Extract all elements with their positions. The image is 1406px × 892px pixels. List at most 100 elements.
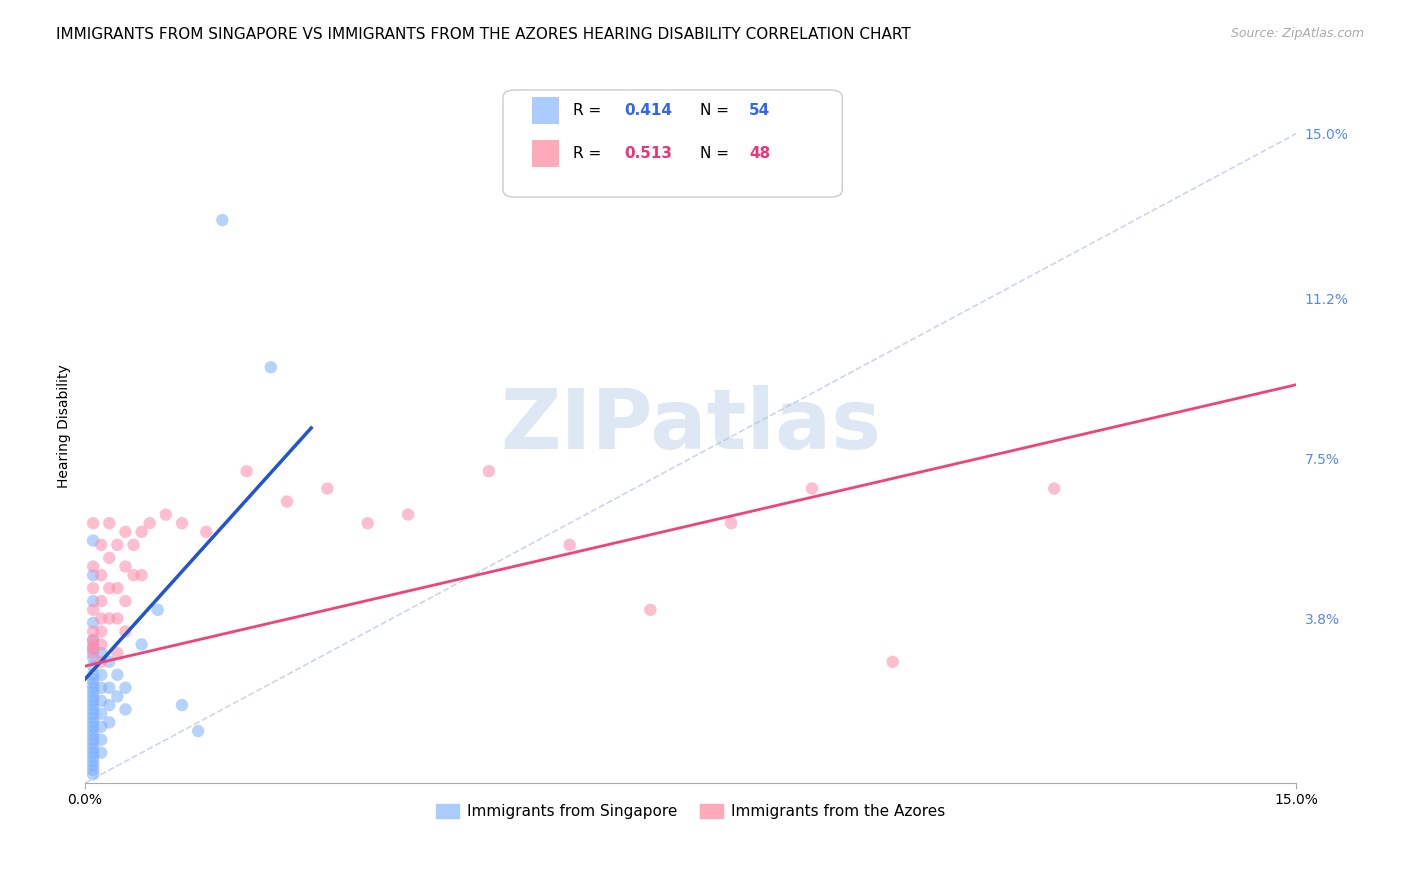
Point xyxy=(90,694,112,708)
Point xyxy=(105,581,128,595)
Point xyxy=(90,681,112,695)
Point xyxy=(478,464,501,478)
Point xyxy=(82,750,104,764)
Point xyxy=(105,611,128,625)
Point xyxy=(122,568,145,582)
Point xyxy=(98,581,121,595)
Point xyxy=(98,516,121,531)
Point xyxy=(82,698,104,712)
Point xyxy=(90,637,112,651)
Text: N =: N = xyxy=(700,146,734,161)
Point xyxy=(260,360,283,375)
Point xyxy=(82,650,104,665)
Point xyxy=(90,568,112,582)
Point xyxy=(82,667,104,681)
Text: 0.414: 0.414 xyxy=(624,103,672,118)
Legend: Immigrants from Singapore, Immigrants from the Azores: Immigrants from Singapore, Immigrants fr… xyxy=(430,798,952,825)
Point xyxy=(211,213,233,227)
Point xyxy=(82,559,104,574)
FancyBboxPatch shape xyxy=(531,97,558,124)
Point xyxy=(82,746,104,760)
Text: N =: N = xyxy=(700,103,734,118)
Point xyxy=(640,603,662,617)
Point xyxy=(82,728,104,742)
Point xyxy=(122,538,145,552)
Point xyxy=(82,581,104,595)
Point xyxy=(235,464,257,478)
Text: 54: 54 xyxy=(749,103,770,118)
Point xyxy=(1043,482,1066,496)
Point xyxy=(90,594,112,608)
Point xyxy=(90,720,112,734)
Point xyxy=(82,624,104,639)
Point xyxy=(90,667,112,681)
Point xyxy=(90,732,112,747)
Point xyxy=(114,524,136,539)
Text: IMMIGRANTS FROM SINGAPORE VS IMMIGRANTS FROM THE AZORES HEARING DISABILITY CORRE: IMMIGRANTS FROM SINGAPORE VS IMMIGRANTS … xyxy=(56,27,911,42)
FancyBboxPatch shape xyxy=(503,90,842,197)
Point xyxy=(800,482,823,496)
Point xyxy=(82,694,104,708)
Point xyxy=(98,715,121,730)
Point xyxy=(82,516,104,531)
Text: Source: ZipAtlas.com: Source: ZipAtlas.com xyxy=(1230,27,1364,40)
Point xyxy=(82,758,104,772)
Point xyxy=(82,711,104,725)
Text: R =: R = xyxy=(574,103,606,118)
Point xyxy=(138,516,160,531)
Point xyxy=(82,633,104,648)
Point xyxy=(98,550,121,565)
Point xyxy=(90,706,112,721)
Point xyxy=(90,746,112,760)
Point xyxy=(82,685,104,699)
Point xyxy=(82,633,104,648)
Point xyxy=(82,594,104,608)
Point xyxy=(357,516,380,531)
Point xyxy=(82,732,104,747)
Point xyxy=(82,615,104,630)
Point xyxy=(720,516,742,531)
Point xyxy=(82,690,104,704)
Point xyxy=(105,538,128,552)
Point xyxy=(82,533,104,548)
Point xyxy=(82,681,104,695)
Point xyxy=(82,672,104,686)
FancyBboxPatch shape xyxy=(531,140,558,167)
Text: 48: 48 xyxy=(749,146,770,161)
Point xyxy=(276,494,298,508)
Point xyxy=(82,706,104,721)
Point xyxy=(131,568,153,582)
Point xyxy=(114,624,136,639)
Point xyxy=(82,646,104,660)
Point xyxy=(105,667,128,681)
Point xyxy=(82,637,104,651)
Point xyxy=(131,524,153,539)
Text: ZIPatlas: ZIPatlas xyxy=(501,385,882,467)
Point xyxy=(82,715,104,730)
Point xyxy=(82,767,104,781)
Point xyxy=(82,641,104,656)
Point xyxy=(131,637,153,651)
Point xyxy=(114,594,136,608)
Point xyxy=(170,698,193,712)
Y-axis label: Hearing Disability: Hearing Disability xyxy=(58,364,72,488)
Point xyxy=(187,724,209,739)
Point xyxy=(82,603,104,617)
Point xyxy=(82,737,104,751)
Point xyxy=(90,538,112,552)
Point xyxy=(882,655,904,669)
Point xyxy=(558,538,581,552)
Point xyxy=(114,559,136,574)
Point xyxy=(82,720,104,734)
Point xyxy=(195,524,218,539)
Point xyxy=(98,681,121,695)
Point xyxy=(90,655,112,669)
Point xyxy=(114,702,136,716)
Point xyxy=(82,676,104,690)
Text: 0.513: 0.513 xyxy=(624,146,672,161)
Point xyxy=(82,659,104,673)
Point xyxy=(105,646,128,660)
Point xyxy=(82,724,104,739)
Point xyxy=(82,763,104,777)
Point xyxy=(170,516,193,531)
